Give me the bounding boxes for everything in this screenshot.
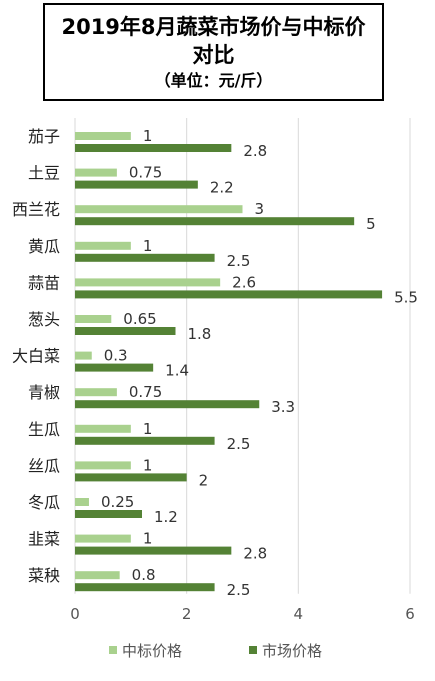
- bar-market-price: [75, 436, 215, 445]
- category-label: 青椒: [28, 383, 60, 402]
- bar-bid-price: [75, 205, 243, 214]
- bar-market-price: [75, 253, 215, 262]
- bar-bid-price: [75, 168, 117, 177]
- category-label: 蒜苗: [28, 273, 60, 292]
- bar-bid-price: [75, 388, 117, 397]
- legend-swatch-market-price: [249, 646, 257, 654]
- data-label-market-price: 1.4: [165, 362, 189, 380]
- chart-title: 2019年8月蔬菜市场价与中标价: [61, 15, 366, 39]
- bar-bid-price: [75, 461, 131, 470]
- legend-swatch-bid-price: [109, 646, 117, 654]
- data-label-market-price: 2.8: [243, 142, 267, 160]
- bar-bid-price: [75, 278, 221, 287]
- bar-market-price: [75, 546, 232, 555]
- category-label: 冬瓜: [28, 493, 60, 512]
- chart-title-box: 2019年8月蔬菜市场价与中标价 对比 （单位：元/斤）: [43, 3, 384, 101]
- data-label-bid-price: 0.65: [123, 310, 156, 328]
- data-label-market-price: 1.2: [154, 508, 178, 526]
- chart-title-continued: 对比: [192, 43, 235, 67]
- data-label-market-price: 1.8: [188, 325, 212, 343]
- data-label-bid-price: 0.25: [101, 493, 134, 511]
- data-label-bid-price: 0.3: [104, 347, 128, 365]
- category-label: 菜秧: [28, 566, 60, 585]
- data-label-bid-price: 0.75: [129, 164, 162, 182]
- data-label-bid-price: 1: [143, 127, 153, 145]
- bar-bid-price: [75, 315, 112, 323]
- data-label-market-price: 2.8: [243, 545, 267, 563]
- x-tick-label: 6: [405, 605, 415, 623]
- data-label-bid-price: 1: [143, 237, 153, 255]
- data-label-market-price: 5: [366, 215, 376, 233]
- category-label: 西兰花: [12, 200, 60, 219]
- data-label-bid-price: 2.6: [232, 273, 256, 291]
- bar-market-price: [75, 363, 154, 372]
- data-label-market-price: 5.5: [394, 288, 418, 306]
- bar-market-price: [75, 144, 232, 152]
- bar-market-price: [75, 473, 187, 482]
- data-label-market-price: 2.5: [227, 252, 251, 270]
- bar-bid-price: [75, 571, 120, 580]
- data-label-market-price: 2.2: [210, 179, 234, 197]
- bar-market-price: [75, 180, 198, 189]
- data-label-market-price: 2: [199, 471, 209, 489]
- bar-market-price: [75, 217, 355, 226]
- x-tick-label: 2: [182, 605, 192, 623]
- category-label: 茄子: [28, 127, 60, 146]
- data-label-market-price: 2.5: [227, 435, 251, 453]
- bar-market-price: [75, 400, 260, 409]
- category-label: 丝瓜: [28, 456, 60, 475]
- data-label-market-price: 2.5: [227, 581, 251, 599]
- data-label-bid-price: 0.8: [132, 566, 156, 584]
- category-label: 生瓜: [28, 420, 60, 439]
- x-tick-label: 0: [70, 605, 80, 623]
- chart-subtitle: （单位：元/斤）: [154, 71, 273, 90]
- category-label: 土豆: [28, 164, 60, 183]
- bar-bid-price: [75, 241, 131, 250]
- bar-bid-price: [75, 132, 131, 140]
- bar-market-price: [75, 510, 142, 518]
- legend-label-market-price: 市场价格: [262, 642, 322, 660]
- data-label-market-price: 3.3: [271, 398, 295, 416]
- bar-bid-price: [75, 498, 89, 506]
- data-label-bid-price: 1: [143, 420, 153, 438]
- bar-bid-price: [75, 351, 92, 360]
- category-label: 韭菜: [28, 530, 60, 549]
- category-label: 黄瓜: [28, 237, 60, 256]
- x-tick-label: 4: [294, 605, 304, 623]
- category-label: 大白菜: [12, 347, 60, 366]
- bar-market-price: [75, 290, 383, 299]
- data-label-bid-price: 1: [143, 530, 153, 548]
- data-label-bid-price: 0.75: [129, 383, 162, 401]
- data-label-bid-price: 1: [143, 456, 153, 474]
- category-label: 葱头: [28, 310, 60, 329]
- bar-market-price: [75, 583, 215, 592]
- bar-bid-price: [75, 534, 131, 543]
- bar-bid-price: [75, 424, 131, 433]
- bar-market-price: [75, 327, 176, 335]
- legend-label-bid-price: 中标价格: [122, 642, 182, 660]
- data-label-bid-price: 3: [255, 200, 265, 218]
